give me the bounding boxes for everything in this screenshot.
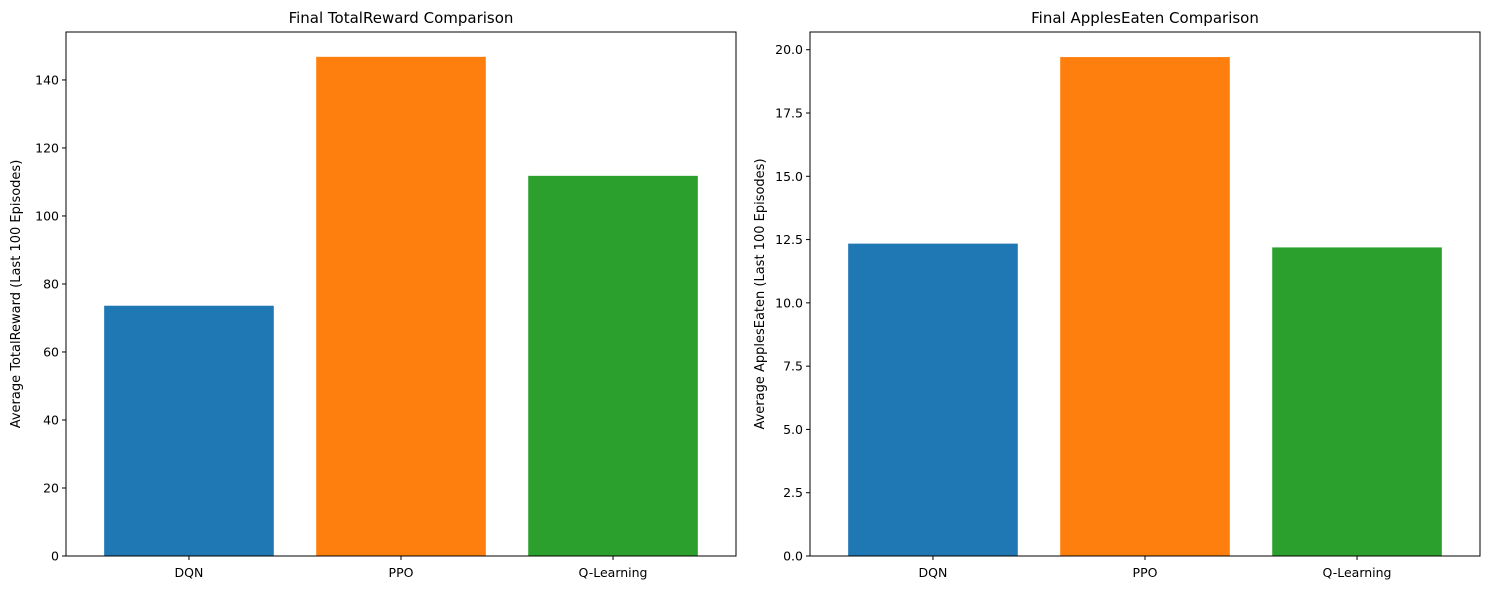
chart-apples-eaten: 0.0 2.5 5.0 7.5 10.0 12.5 15.0 17.5 20.0 DQN PPO Q…	[753, 9, 1481, 580]
x-tick-label-ppo: PPO	[1133, 565, 1158, 580]
x-tick-label-dqn: DQN	[919, 565, 948, 580]
y-tick-label: 0.0	[783, 549, 803, 564]
x-tick-label-q-learning: Q-Learning	[579, 565, 648, 580]
y-tick-label: 12.5	[775, 232, 803, 247]
chart-title: Final ApplesEaten Comparison	[1031, 9, 1259, 27]
y-tick-label: 80	[43, 276, 59, 291]
y-tick-label: 40	[43, 412, 59, 427]
y-axis-label: Average ApplesEaten (Last 100 Episodes)	[753, 158, 768, 429]
x-tick-label-dqn: DQN	[175, 565, 204, 580]
y-tick-label: 15.0	[775, 169, 803, 184]
y-tick-label: 5.0	[783, 422, 803, 437]
y-axis-ticks: 0.0 2.5 5.0 7.5 10.0 12.5 15.0 17.5 20.0	[775, 42, 810, 564]
bar-q-learning	[528, 175, 698, 556]
x-tick-label-q-learning: Q-Learning	[1323, 565, 1392, 580]
x-axis-ticks: DQN PPO Q-Learning	[175, 556, 648, 580]
y-axis-ticks: 0 20 40 60 80 100 120 140	[35, 72, 66, 564]
y-tick-label: 10.0	[775, 295, 803, 310]
y-tick-label: 20	[43, 480, 59, 495]
x-tick-label-ppo: PPO	[389, 565, 414, 580]
y-tick-label: 100	[35, 208, 59, 223]
chart-total-reward: 0 20 40 60 80 100 120 140 DQN PPO Q-Learning Fina…	[9, 9, 737, 580]
bar-q-learning	[1272, 247, 1442, 557]
x-axis-ticks: DQN PPO Q-Learning	[919, 556, 1392, 580]
y-axis-label: Average TotalReward (Last 100 Episodes)	[9, 160, 24, 429]
y-tick-label: 20.0	[775, 42, 803, 57]
bar-ppo	[316, 56, 486, 556]
bar-dqn	[848, 243, 1018, 556]
bar-dqn	[104, 305, 274, 556]
y-tick-label: 0	[51, 549, 59, 564]
y-tick-label: 7.5	[783, 359, 803, 374]
chart-title: Final TotalReward Comparison	[289, 9, 514, 27]
y-tick-label: 17.5	[775, 106, 803, 121]
bars-group	[104, 56, 698, 556]
bars-group	[848, 57, 1442, 557]
y-tick-label: 120	[35, 140, 59, 155]
bar-ppo	[1060, 57, 1230, 557]
y-tick-label: 140	[35, 72, 59, 87]
y-tick-label: 2.5	[783, 485, 803, 500]
y-tick-label: 60	[43, 344, 59, 359]
